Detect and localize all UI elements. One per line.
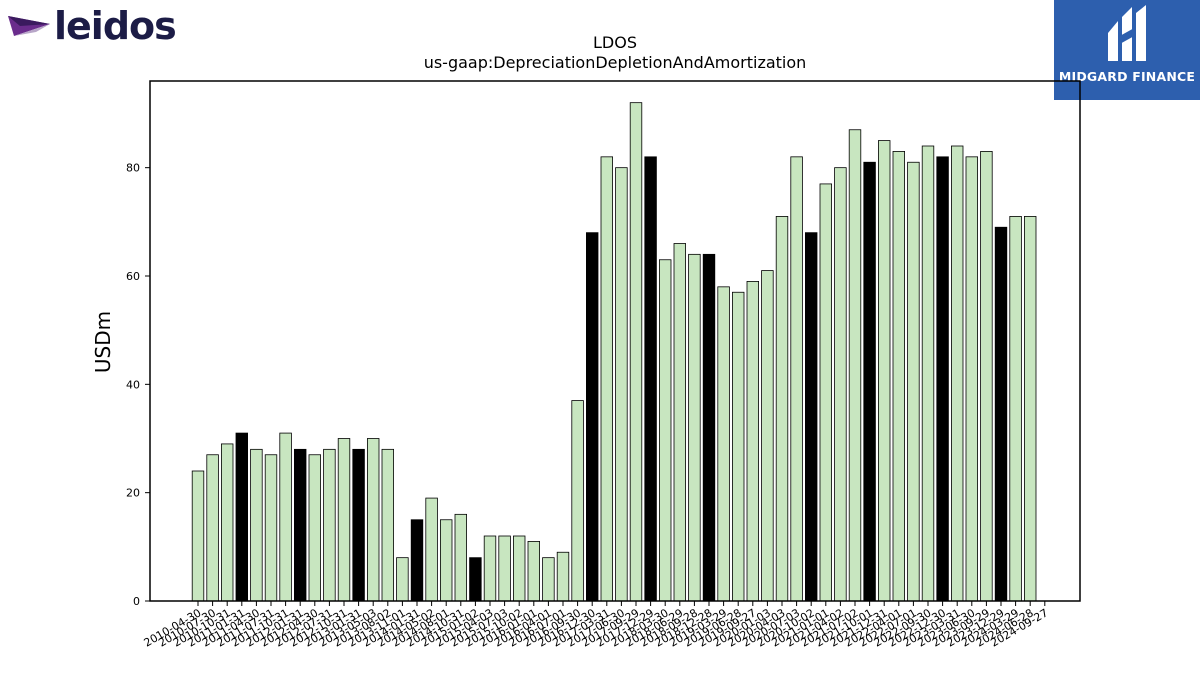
bar [980,151,993,602]
bar [863,161,876,602]
bar [1009,216,1022,602]
bar [834,167,847,602]
bar [819,183,833,602]
bar [921,145,935,602]
bar [410,519,424,602]
bar [673,243,687,602]
bar [702,253,716,602]
midgard-finance-logo: MIDGARD FINANCE [1054,0,1200,100]
bar [191,470,205,602]
bar [279,432,292,602]
bar [293,448,307,602]
bar [556,551,570,602]
leidos-logo-mark-icon [8,16,50,36]
bar [746,281,760,602]
leidos-logo: leidos [6,4,177,48]
midgard-logo-text: MIDGARD FINANCE [1058,69,1196,84]
bar [659,259,672,602]
bar [600,156,614,602]
x-axis: 2010-04-302010-07-302010-10-312011-01-31… [142,601,1050,650]
bar [250,448,263,602]
bar [454,513,468,602]
bar [527,541,541,602]
bar [439,519,453,602]
bar [892,151,906,602]
bar [717,286,730,602]
y-tick-label: 60 [126,270,140,283]
bar [936,156,949,602]
bar [615,167,628,602]
bar [965,156,979,602]
bar [264,454,278,602]
bar [951,145,964,602]
bar [878,140,891,602]
bar [425,497,438,602]
bar [352,448,365,602]
bar [513,535,526,602]
bar [469,557,482,602]
y-tick-label: 80 [126,162,140,175]
bars-group [191,102,1037,602]
y-tick-label: 0 [133,595,140,608]
bar [366,438,380,602]
bar [907,161,920,602]
bar [629,102,643,602]
bar [483,535,497,602]
bar [1024,216,1037,602]
bar [337,438,351,602]
bar [790,156,803,602]
bar [308,454,322,602]
bar [805,232,818,602]
bar [644,156,657,602]
bar [586,232,599,602]
y-axis-label: USDm [91,311,115,373]
bar [498,535,511,602]
leidos-logo-text: leidos [54,4,177,48]
bar [381,448,395,602]
chart-title: LDOS [593,33,637,52]
bar [323,448,336,602]
chart-subtitle: us-gaap:DepreciationDepletionAndAmortiza… [424,53,807,72]
plot-frame [149,80,1081,602]
bar [206,454,219,602]
y-axis: 0 20 40 60 80 [126,162,150,608]
bar [220,443,234,602]
bar [775,216,789,602]
bar [542,557,555,602]
bar [848,129,862,602]
bar [688,253,701,602]
bar [396,557,409,602]
bar [732,291,745,602]
midgard-logo-mark-icon [1108,5,1146,61]
bar [571,400,584,602]
y-tick-label: 20 [126,487,140,500]
bar [994,226,1008,602]
bar [761,270,774,602]
y-tick-label: 40 [126,378,140,391]
bar [235,432,249,602]
